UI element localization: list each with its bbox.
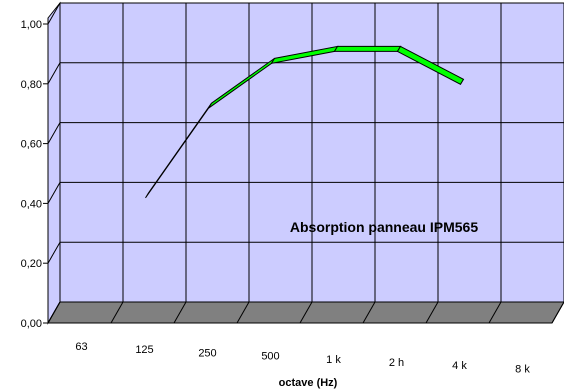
chart-side-wall <box>47 1 61 325</box>
x-tick-label: 8 k <box>515 363 530 375</box>
y-tick-label: 0,20 <box>21 258 42 270</box>
chart-series <box>145 45 465 199</box>
y-axis-ticks: 0,00 0,20 0,40 0,60 0,80 1,00 <box>21 19 48 330</box>
x-axis-title: octave (Hz) <box>279 377 338 389</box>
floor-division <box>425 301 439 324</box>
floor-division <box>236 301 250 324</box>
x-tick-label: 125 <box>135 344 153 356</box>
floor-division <box>299 301 313 324</box>
floor-division <box>110 301 124 324</box>
x-axis-ticks: 63 125 250 500 1 k 2 h 4 k 8 k <box>75 341 530 375</box>
h-gridline-side <box>47 182 61 204</box>
h-gridline-side <box>47 62 61 85</box>
series-segment <box>396 45 465 85</box>
floor-division <box>47 301 61 324</box>
y-tick-label: 1,00 <box>21 19 42 31</box>
x-tick-label: 1 k <box>326 354 341 366</box>
x-tick-label: 63 <box>75 341 87 353</box>
y-tick-label: 0,60 <box>21 139 42 151</box>
x-tick-label: 2 h <box>389 357 404 369</box>
series-segment <box>333 45 402 52</box>
y-tick-label: 0,40 <box>21 198 42 210</box>
y-tick-label: 0,80 <box>21 79 42 91</box>
floor-division <box>173 301 187 324</box>
floor-division <box>362 301 376 324</box>
chart-gridlines <box>47 2 564 324</box>
h-gridline-side <box>47 241 61 264</box>
x-tick-label: 250 <box>198 347 216 359</box>
floor-division <box>551 301 564 324</box>
x-tick-label: 500 <box>261 351 279 363</box>
x-tick-label: 4 k <box>452 360 467 372</box>
h-gridline-side <box>47 122 61 144</box>
chart-annotation: Absorption panneau IPM565 <box>290 219 478 235</box>
y-tick-label: 0,00 <box>21 318 42 330</box>
h-gridline-side <box>47 2 61 25</box>
floor-division <box>488 301 502 324</box>
